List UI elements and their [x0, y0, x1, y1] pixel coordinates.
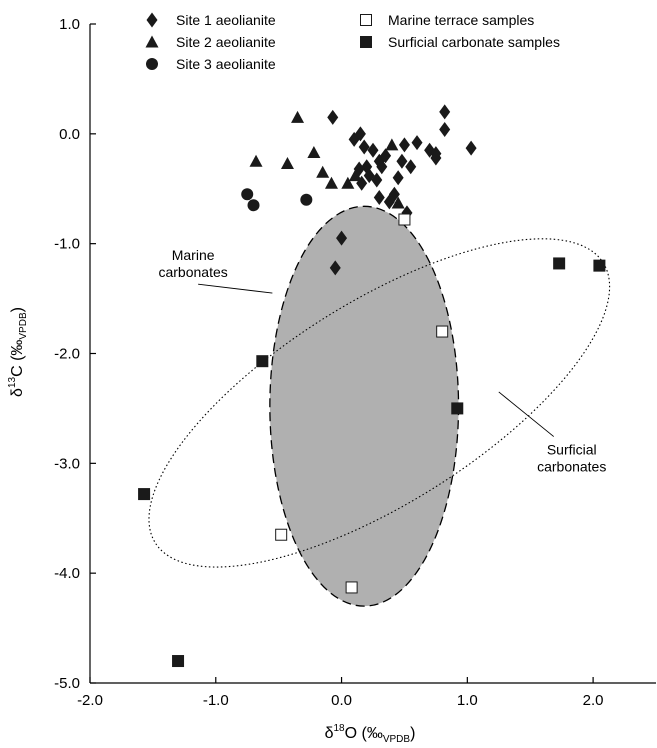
point-site-2-aeolianite	[249, 154, 263, 167]
point-site-1-aeolianite	[465, 140, 477, 156]
point-site-1-aeolianite	[376, 159, 388, 175]
x-axis-title-delta: δ	[325, 725, 334, 742]
y-tick-label: 1.0	[59, 16, 80, 33]
y-tick-label: -2.0	[54, 346, 80, 363]
annotation-line: carbonates	[158, 264, 227, 280]
legend-label: Site 2 aeolianite	[176, 34, 276, 50]
point-site-2-aeolianite	[391, 196, 405, 209]
point-site-2-aeolianite	[324, 176, 338, 189]
point-site-3-aeolianite	[300, 193, 313, 206]
legend: Site 1 aeolianite Site 2 aeolianite Site 3…	[145, 12, 560, 72]
annotation-surficial-carbonates: Surficial carbonates	[537, 442, 606, 475]
y-axis-title-sub: VPDB	[18, 312, 29, 340]
x-tick-label: 1.0	[457, 692, 478, 709]
region-layer	[148, 205, 611, 607]
point-site-1-aeolianite	[392, 170, 404, 186]
points-layer	[138, 104, 606, 668]
point-site-2-aeolianite	[385, 138, 399, 151]
point-surficial-carbonate-samples	[138, 488, 151, 501]
point-site-1-aeolianite	[405, 159, 417, 175]
point-surficial-carbonate-samples	[172, 655, 185, 668]
annotation-line: Marine	[172, 247, 215, 263]
y-tick-label: -3.0	[54, 455, 80, 472]
legend-marker-surficial-carbonate-samples	[360, 36, 372, 48]
x-axis-title-close: )	[410, 725, 415, 742]
legend-marker-site-1-aeolianite	[146, 12, 158, 28]
y-tick-label: -5.0	[54, 675, 80, 692]
annotation-line: Surficial	[547, 442, 597, 458]
point-site-1-aeolianite	[371, 172, 383, 188]
point-site-1-aeolianite	[396, 153, 408, 169]
point-marine-terrace-samples	[345, 581, 358, 594]
tick-layer: 1.00.0-1.0-2.0-3.0-4.0-5.0-2.0 -1.0 0.0 1.0…	[54, 16, 603, 709]
legend-marker-site-3-aeolianite	[146, 58, 158, 70]
y-axis-title-close: )	[9, 307, 26, 312]
x-tick-label: 2.0	[583, 692, 604, 709]
y-axis-title-main: C (‰	[9, 340, 26, 377]
point-site-1-aeolianite	[358, 139, 370, 155]
point-site-1-aeolianite	[430, 150, 442, 166]
point-site-2-aeolianite	[348, 169, 362, 182]
point-site-1-aeolianite	[327, 109, 339, 125]
x-axis-title-sup: 18	[334, 723, 346, 734]
point-site-1-aeolianite	[398, 137, 410, 153]
point-site-2-aeolianite	[316, 165, 330, 178]
annotation-marine-carbonates: Marine carbonates	[158, 247, 227, 280]
point-site-1-aeolianite	[354, 126, 366, 142]
point-marine-terrace-samples	[436, 325, 449, 338]
point-surficial-carbonate-samples	[553, 257, 566, 270]
x-tick-label: -2.0	[77, 692, 103, 709]
point-marine-terrace-samples	[275, 528, 288, 541]
point-marine-terrace-samples	[398, 213, 411, 226]
point-site-2-aeolianite	[307, 146, 321, 159]
point-surficial-carbonate-samples	[451, 402, 464, 415]
annotation-leader	[498, 391, 555, 437]
x-axis-title: δ18O (‰VPDB)	[325, 723, 416, 745]
legend-marker-site-2-aeolianite	[145, 35, 159, 48]
point-site-1-aeolianite	[373, 190, 385, 206]
legend-label: Site 1 aeolianite	[176, 12, 276, 28]
legend-marker-marine-terrace-samples	[360, 14, 372, 26]
point-surficial-carbonate-samples	[593, 259, 606, 272]
legend-label: Surficial carbonate samples	[388, 34, 560, 50]
point-surficial-carbonate-samples	[256, 355, 269, 368]
point-site-1-aeolianite	[388, 186, 400, 202]
point-site-3-aeolianite	[247, 199, 260, 212]
point-site-2-aeolianite	[291, 110, 305, 123]
point-site-1-aeolianite	[439, 104, 451, 120]
point-site-2-aeolianite	[341, 176, 355, 189]
legend-label: Site 3 aeolianite	[176, 56, 276, 72]
x-axis-title-main: O (‰	[345, 725, 383, 742]
x-tick-label: 0.0	[331, 692, 352, 709]
point-site-3-aeolianite	[241, 188, 254, 201]
point-site-1-aeolianite	[329, 260, 341, 276]
point-site-1-aeolianite	[439, 121, 451, 137]
point-site-1-aeolianite	[380, 148, 392, 164]
y-tick-label: -4.0	[54, 565, 80, 582]
point-site-1-aeolianite	[336, 230, 348, 246]
point-site-1-aeolianite	[411, 135, 423, 151]
x-axis-title-sub: VPDB	[383, 734, 411, 745]
y-axis-title-delta: δ	[9, 388, 26, 397]
annotation-line: carbonates	[537, 459, 606, 475]
legend-label: Marine terrace samples	[388, 12, 534, 28]
point-site-1-aeolianite	[367, 142, 379, 158]
y-tick-label: 0.0	[59, 126, 80, 143]
y-axis-title-sup: 13	[7, 376, 18, 388]
annotation-leader	[198, 283, 273, 294]
x-tick-label: -1.0	[203, 692, 229, 709]
y-axis-title: δ13C (‰VPDB)	[7, 307, 29, 397]
point-site-2-aeolianite	[280, 156, 294, 169]
region-marine-carbonates	[269, 205, 460, 607]
y-tick-label: -1.0	[54, 236, 80, 253]
